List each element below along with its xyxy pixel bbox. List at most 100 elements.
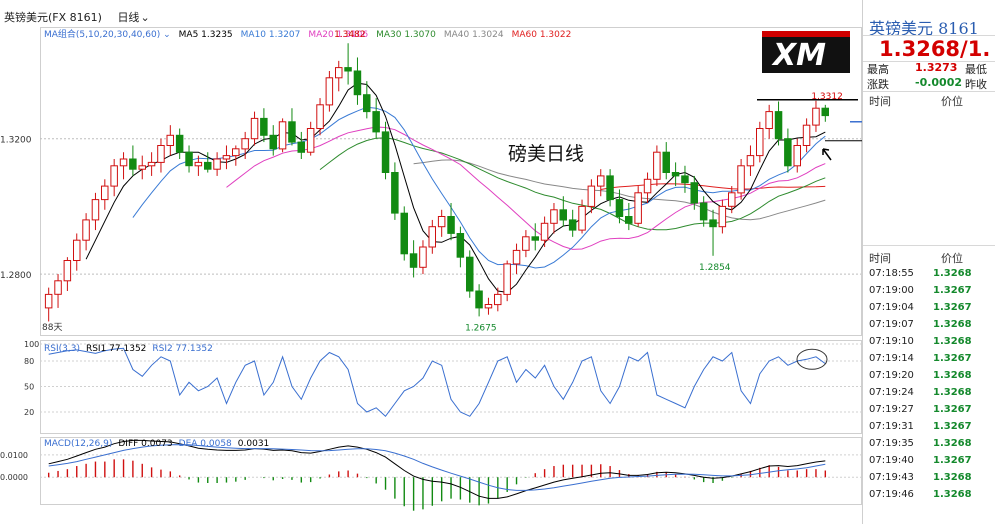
ma-legend: MA组合(5,10,20,30,40,60) ⌄ MA5 1.3235 MA10 1… [44, 28, 571, 40]
divider [863, 35, 995, 36]
ma-legend-item: MA20 1.3106 [308, 30, 368, 40]
cursor-arrow-icon [822, 148, 832, 161]
candle-body [540, 222, 549, 241]
rsi-legend-item: RSI2 77.1352 [152, 344, 212, 354]
candle-body [391, 172, 399, 214]
candle-body [746, 155, 755, 167]
candle-body [475, 290, 483, 309]
tick-row: 07:19:27 1.3267 [867, 401, 995, 418]
candle-body [784, 138, 792, 167]
macd-legend-item: MACD(12,26,9) [44, 439, 112, 449]
candle-body [325, 77, 334, 106]
price-annotation: 1.2854 [699, 263, 731, 273]
candle-body [101, 185, 109, 201]
ma10-line [132, 106, 826, 269]
divider [863, 245, 995, 246]
tick-row: 07:19:31 1.3267 [867, 418, 995, 435]
ma5-line [85, 82, 826, 293]
candle-body [793, 145, 801, 167]
y-tick-label: 1.2800 [0, 271, 32, 281]
tick-row: 07:19:40 1.3267 [867, 452, 995, 469]
period-dropdown[interactable]: 日线⌄ [117, 11, 149, 24]
candle-body [494, 293, 502, 306]
candle-body [344, 67, 352, 72]
tick-row: 07:19:04 1.3267 [867, 299, 995, 316]
rsi-line [48, 347, 826, 418]
macd-tick-label: 0.0000 [0, 473, 28, 482]
candle-body [175, 134, 184, 153]
candle-body [335, 67, 343, 79]
ma-legend-item: MA5 1.3235 [179, 30, 233, 40]
candle-body [437, 216, 446, 228]
tick-price: 1.3267 [933, 353, 972, 364]
candle-body [737, 165, 745, 194]
candle-body [512, 249, 521, 265]
rsi-legend-item: RSI(3,3) [44, 344, 80, 354]
ma-group-label[interactable]: MA组合(5,10,20,30,40,60) ⌄ [44, 28, 171, 40]
candle-body [194, 161, 203, 167]
tick-row: 07:19:00 1.3267 [867, 282, 995, 299]
candle-body [428, 226, 436, 248]
tick-time: 07:19:40 [869, 455, 914, 466]
divider [863, 61, 995, 62]
price-annotation: 1.3482 [334, 30, 366, 40]
chart-area[interactable]: 英镑美元(FX 8161) 日线⌄ 1.3200 1.2800 MA组合(5,10,… [0, 0, 862, 524]
candle-body [353, 70, 362, 96]
col-price-header: 价位 [941, 95, 963, 108]
candle-body [690, 182, 698, 204]
macd-dea-line [48, 444, 826, 491]
candle-body [681, 175, 689, 184]
macd-legend: MACD(12,26,9) DIFF 0.0073 DEA 0.0058 0.0031 [44, 439, 269, 449]
macd-tick-label: 0.0100 [0, 451, 28, 460]
low-label: 最低 [965, 63, 987, 76]
candle-body [559, 209, 567, 221]
candle-body [110, 165, 118, 187]
tick-time: 07:19:35 [869, 438, 914, 449]
candle-body [82, 219, 90, 241]
tick-time: 07:19:07 [869, 319, 914, 330]
candle-body [157, 145, 165, 163]
macd-legend-item: 0.0031 [238, 439, 270, 449]
candle-body [147, 161, 156, 167]
rsi-tick-label: 100 [24, 340, 39, 349]
high-value: 1.3273 [915, 61, 958, 74]
period-label: 日线 [117, 11, 140, 24]
tick-price: 1.3268 [933, 319, 972, 330]
y-tick-label: 1.3200 [0, 136, 32, 146]
candle-body [306, 128, 315, 153]
tick-row: 07:19:35 1.3268 [867, 435, 995, 452]
candle-body [363, 94, 371, 113]
tick-price: 1.3268 [933, 472, 972, 483]
ma20-line [226, 126, 826, 250]
tick-time: 07:19:20 [869, 370, 914, 381]
tick-price: 1.3267 [933, 302, 972, 313]
tick-price: 1.3267 [933, 285, 972, 296]
candle-body [812, 107, 820, 126]
rsi-tick-label: 80 [24, 357, 34, 366]
col-time-header: 时间 [869, 95, 891, 108]
candle-body [550, 209, 558, 224]
candle-body [447, 216, 455, 234]
chevron-down-icon: ⌄ [140, 11, 150, 24]
candle-body [166, 134, 174, 147]
rsi-legend-item: RSI1 77.1352 [86, 344, 146, 354]
candle-body [625, 216, 633, 224]
rsi-legend: RSI(3,3) RSI1 77.1352 RSI2 77.1352 [44, 344, 213, 354]
main-panel-border [40, 27, 862, 336]
candle-body [531, 236, 539, 241]
candle-body [634, 192, 642, 224]
tick-row: 07:19:14 1.3267 [867, 350, 995, 367]
candle-body [260, 117, 268, 136]
high-row: 最高 1.3273 最低 [867, 61, 987, 77]
candle-body [381, 131, 390, 173]
candle-body [765, 111, 773, 129]
change-row: 涨跌 -0.0002 昨收 [867, 76, 987, 92]
ma60-line [600, 183, 826, 190]
tick-price: 1.3268 [933, 489, 972, 500]
candle-body [774, 111, 783, 140]
change-value: -0.0002 [915, 76, 963, 89]
candle-body [728, 192, 736, 207]
tick-price: 1.3268 [933, 268, 972, 279]
candle-body [91, 199, 100, 221]
candle-body [138, 165, 146, 170]
